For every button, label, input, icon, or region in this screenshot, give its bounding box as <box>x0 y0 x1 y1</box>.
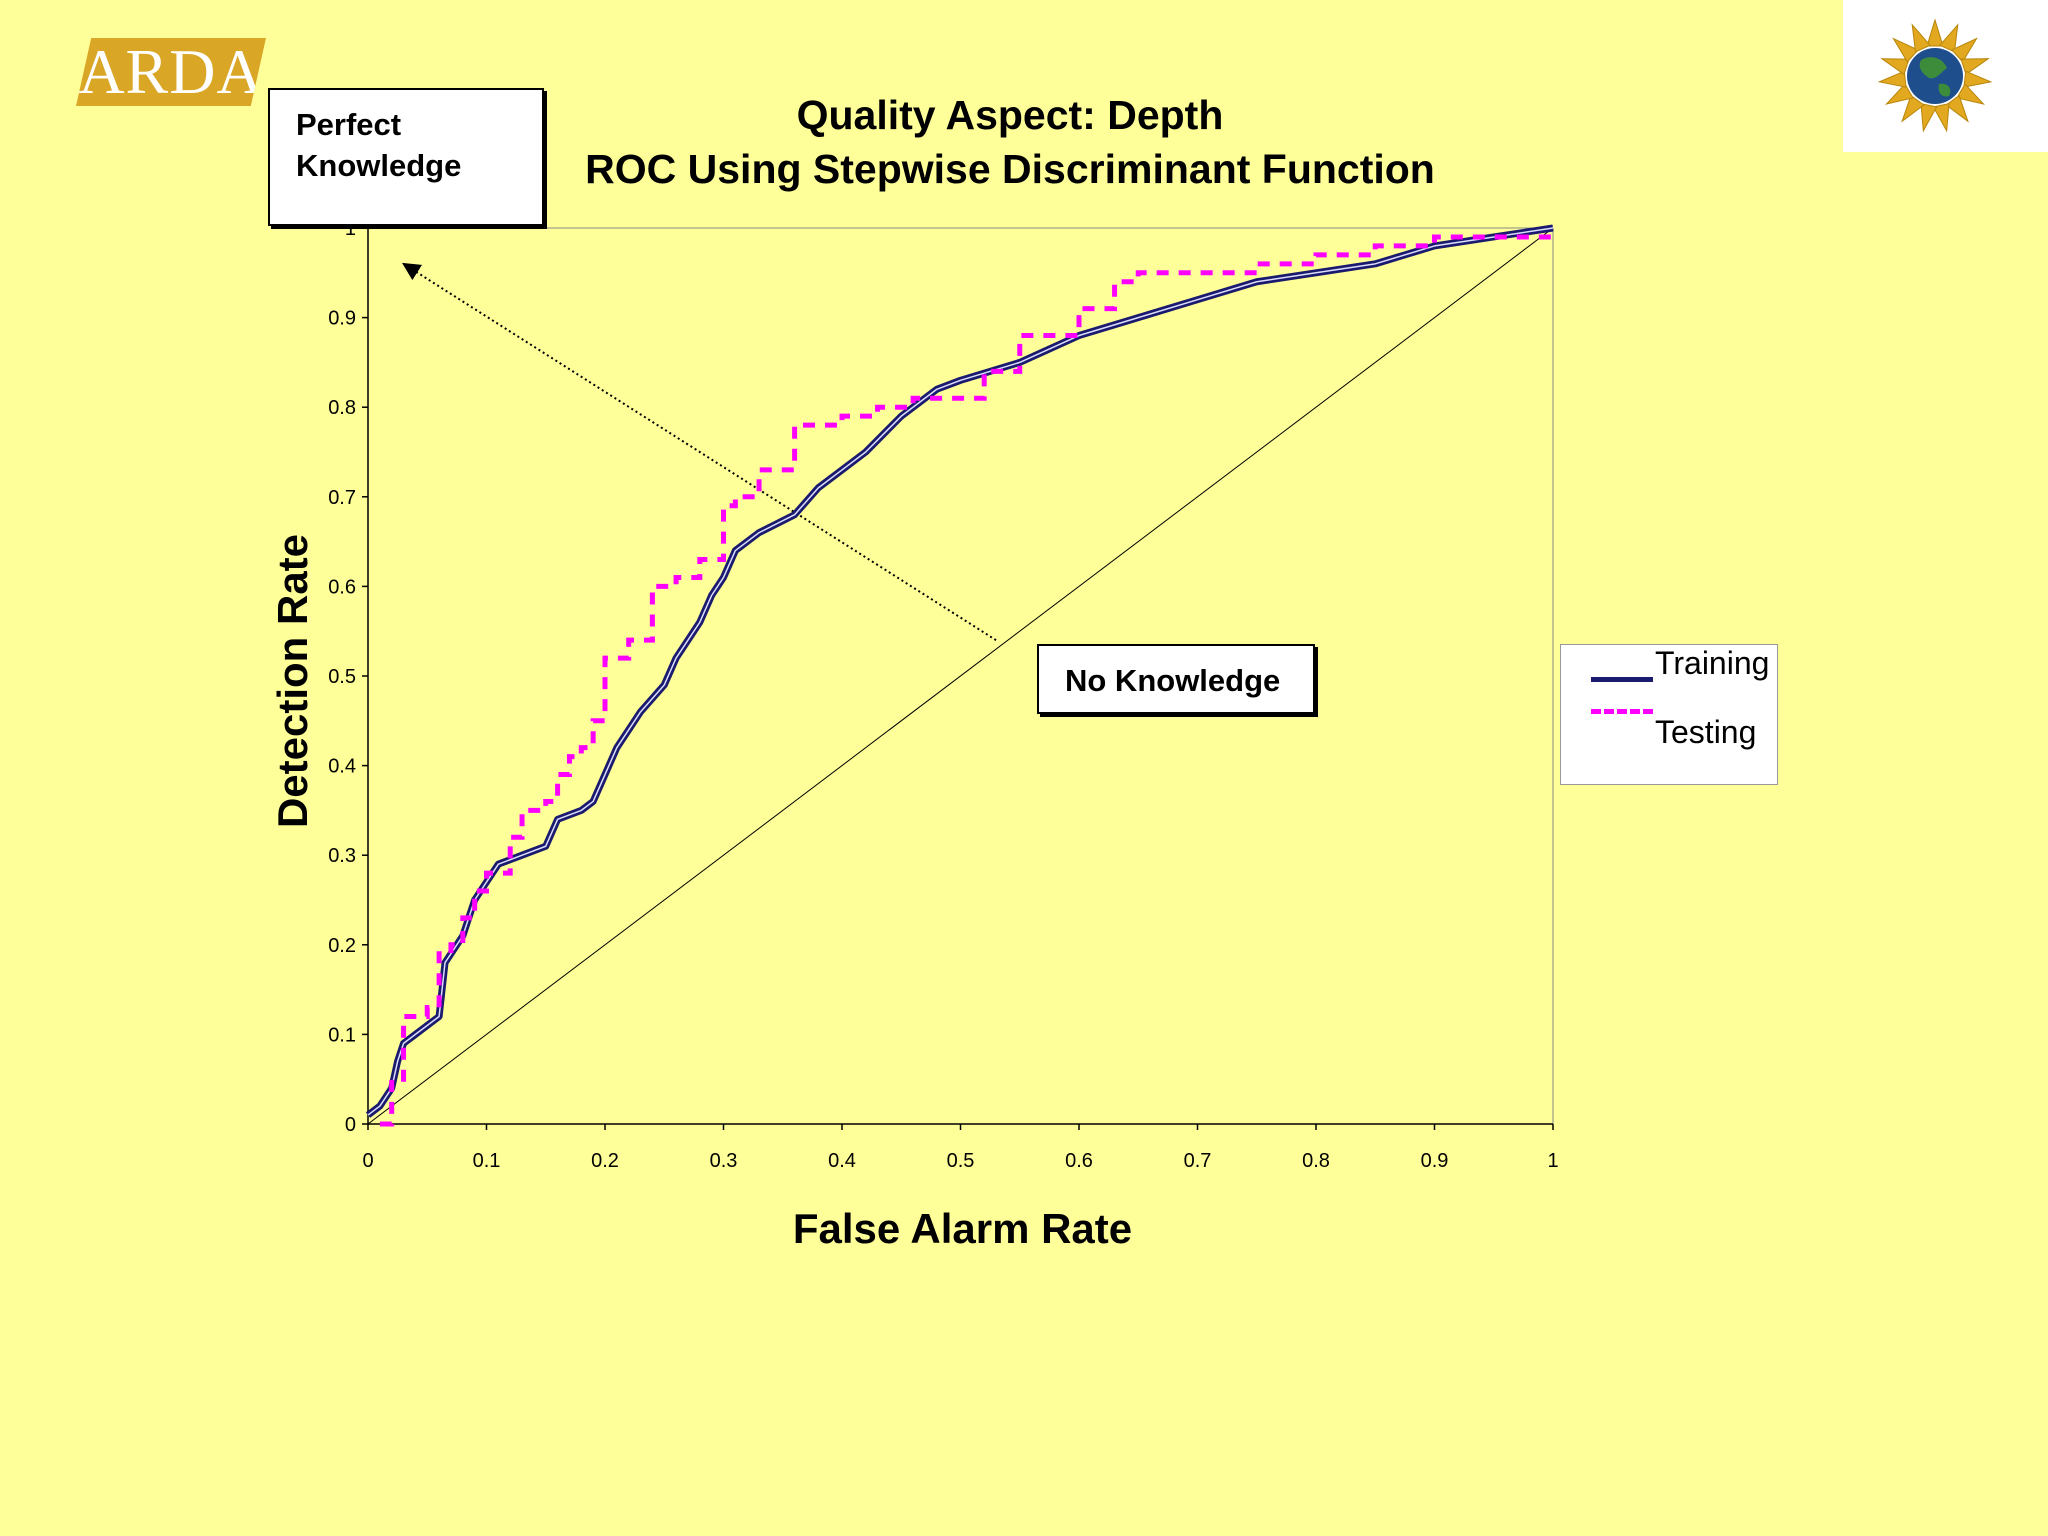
knowledge-arrow <box>402 262 997 642</box>
no-knowledge-diagonal <box>367 227 1554 1125</box>
x-tick-label: 1 <box>1547 1150 1558 1172</box>
chart-title: Quality Aspect: Depth ROC Using Stepwise… <box>560 88 1460 196</box>
y-tick-label: 0.5 <box>328 666 356 688</box>
y-tick-label: 0.8 <box>328 397 356 419</box>
y-tick-label: 0.2 <box>328 935 356 957</box>
legend-swatch-training <box>1591 677 1653 682</box>
legend-swatch-testing <box>1591 709 1653 714</box>
legend-label-training: Training <box>1655 645 1770 681</box>
perfect-knowledge-line1: Perfect <box>296 107 402 142</box>
y-tick-label: 1 <box>345 218 356 240</box>
x-tick-label: 0.3 <box>710 1150 738 1172</box>
x-tick-label: 0.2 <box>591 1150 619 1172</box>
x-tick-label: 0.6 <box>1065 1150 1093 1172</box>
y-tick-label: 0.6 <box>328 576 356 598</box>
x-tick-label: 0.5 <box>947 1150 975 1172</box>
x-tick-label: 0.7 <box>1184 1150 1212 1172</box>
series-testing-line <box>379 234 1553 1127</box>
series-training-highlight <box>367 227 1554 1116</box>
no-knowledge-callout: No Knowledge <box>1037 644 1315 714</box>
y-tick-label: 0.9 <box>328 308 356 330</box>
x-tick-label: 0.8 <box>1302 1150 1330 1172</box>
chart-legend: Training Testing <box>1560 644 1778 785</box>
legend-item-training: Training <box>1561 645 1777 705</box>
y-tick-label: 0.1 <box>328 1024 356 1046</box>
y-tick-label: 0.7 <box>328 487 356 509</box>
arda-logo: ARDA <box>76 38 266 106</box>
x-tick-label: 0.1 <box>473 1150 501 1172</box>
axis-ticks: 0 0.1 0.2 0.3 0.4 0.5 0.6 0.7 0.8 0.9 1 0 0.1 0.2 0.3 0… <box>328 218 1558 1172</box>
y-tick-label: 0.3 <box>328 845 356 867</box>
chart-title-line2: ROC Using Stepwise Discriminant Function <box>585 146 1435 192</box>
x-tick-label: 0.4 <box>828 1150 856 1172</box>
legend-item-testing: Testing <box>1561 709 1777 774</box>
perfect-knowledge-callout: Perfect Knowledge <box>268 88 544 226</box>
x-tick-label: 0 <box>362 1150 373 1172</box>
y-axis-title: Detection Rate <box>269 534 316 828</box>
series-layer <box>365 224 1554 1127</box>
chart-title-line1: Quality Aspect: Depth <box>796 92 1224 138</box>
y-tick-label: 0.4 <box>328 756 356 778</box>
x-axis-title: False Alarm Rate <box>793 1205 1132 1252</box>
series-training-line <box>365 224 1554 1118</box>
legend-label-testing: Testing <box>1655 714 1757 750</box>
emblem-panel <box>1843 0 2048 152</box>
globe-star-emblem-icon <box>1877 18 1993 133</box>
x-tick-label: 0.9 <box>1421 1150 1449 1172</box>
perfect-knowledge-line2: Knowledge <box>296 148 462 183</box>
y-tick-label: 0 <box>345 1114 356 1136</box>
